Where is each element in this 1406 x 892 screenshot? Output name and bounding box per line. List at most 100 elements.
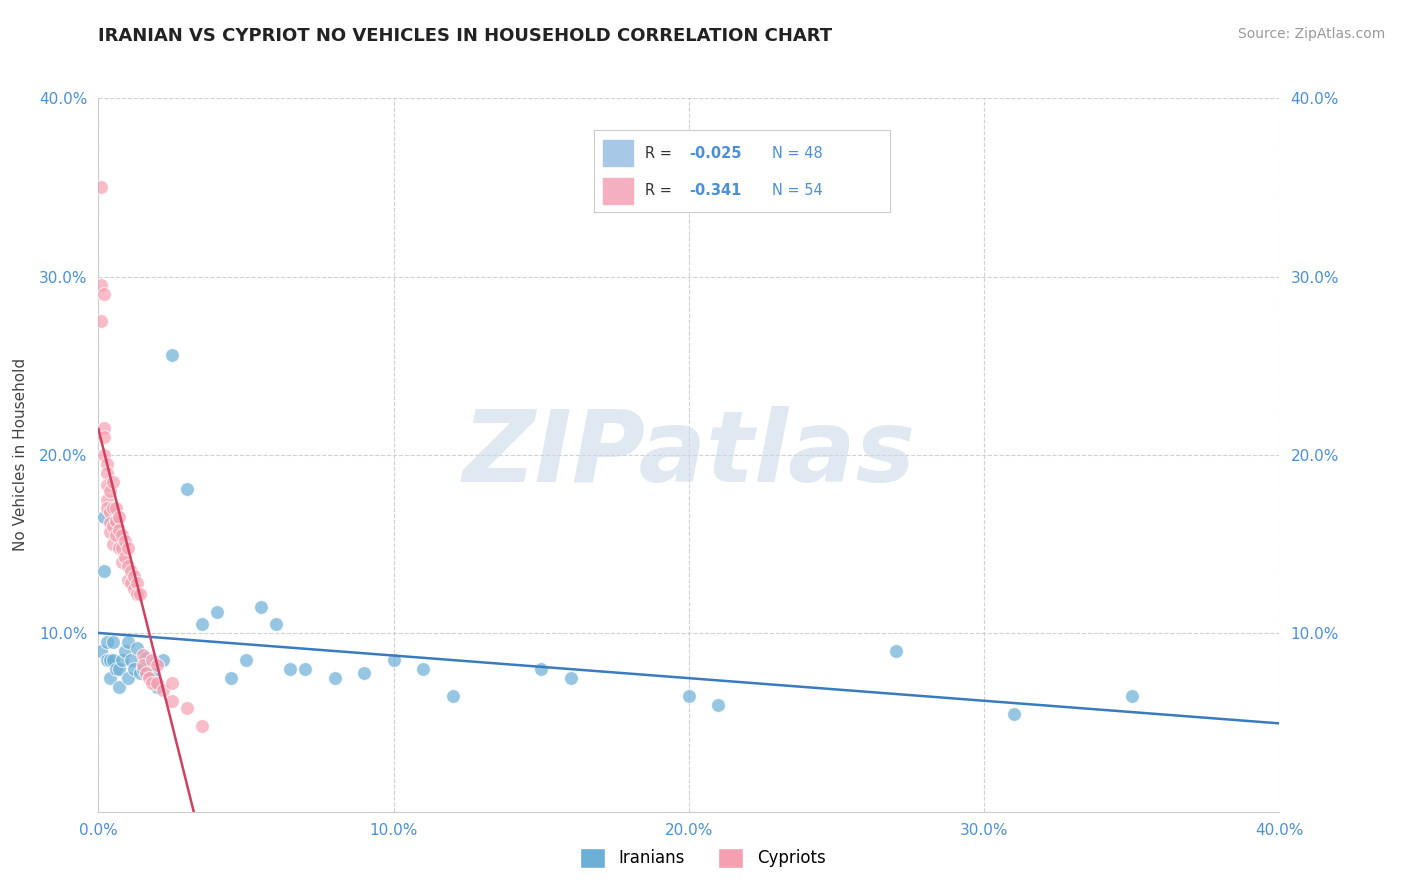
Text: R =: R = bbox=[644, 145, 676, 161]
Legend: Iranians, Cypriots: Iranians, Cypriots bbox=[574, 841, 832, 875]
Point bbox=[96, 501, 118, 516]
Point bbox=[678, 689, 700, 703]
Point bbox=[219, 671, 242, 685]
Point bbox=[162, 348, 183, 362]
Text: Source: ZipAtlas.com: Source: ZipAtlas.com bbox=[1237, 27, 1385, 41]
Point bbox=[114, 549, 136, 564]
Point bbox=[264, 617, 287, 632]
Point bbox=[128, 665, 150, 680]
Point bbox=[382, 653, 405, 667]
Point bbox=[191, 617, 214, 632]
Point bbox=[111, 528, 134, 542]
Point bbox=[353, 665, 375, 680]
Point bbox=[98, 671, 121, 685]
Point bbox=[884, 644, 907, 658]
Point bbox=[125, 576, 148, 591]
Point bbox=[93, 430, 115, 444]
Point bbox=[176, 701, 198, 715]
Point bbox=[250, 599, 273, 614]
Point bbox=[105, 514, 128, 528]
Point bbox=[98, 653, 121, 667]
Text: R =: R = bbox=[644, 184, 676, 198]
Point bbox=[96, 457, 118, 471]
Point bbox=[96, 653, 118, 667]
Point bbox=[105, 528, 128, 542]
Point bbox=[146, 680, 169, 694]
Point bbox=[122, 569, 145, 583]
Point bbox=[323, 671, 346, 685]
Point bbox=[235, 653, 257, 667]
Point bbox=[103, 635, 125, 649]
Point bbox=[135, 665, 157, 680]
Y-axis label: No Vehicles in Household: No Vehicles in Household bbox=[13, 359, 28, 551]
Point bbox=[278, 662, 302, 676]
Point bbox=[141, 665, 163, 680]
Point bbox=[98, 483, 121, 498]
Point bbox=[98, 524, 121, 539]
Point bbox=[560, 671, 582, 685]
Point bbox=[412, 662, 434, 676]
Point bbox=[117, 573, 139, 587]
Point bbox=[111, 555, 134, 569]
Point bbox=[108, 680, 131, 694]
Point bbox=[93, 564, 115, 578]
Point bbox=[108, 662, 131, 676]
Point bbox=[191, 719, 214, 733]
Text: -0.025: -0.025 bbox=[689, 145, 741, 161]
Point bbox=[103, 519, 125, 533]
Point bbox=[96, 478, 118, 492]
Point bbox=[132, 648, 155, 662]
Point bbox=[96, 466, 118, 480]
Point bbox=[120, 653, 142, 667]
Point bbox=[108, 523, 131, 537]
Point bbox=[103, 537, 125, 551]
Point bbox=[146, 658, 169, 673]
Point bbox=[294, 662, 316, 676]
Point bbox=[98, 516, 121, 530]
Text: IRANIAN VS CYPRIOT NO VEHICLES IN HOUSEHOLD CORRELATION CHART: IRANIAN VS CYPRIOT NO VEHICLES IN HOUSEH… bbox=[98, 27, 832, 45]
Point bbox=[122, 662, 145, 676]
Point bbox=[120, 564, 142, 578]
Point bbox=[108, 541, 131, 555]
Point bbox=[707, 698, 730, 712]
Point bbox=[98, 505, 121, 519]
Point bbox=[125, 587, 148, 601]
Point bbox=[105, 662, 128, 676]
Point bbox=[103, 653, 125, 667]
Point bbox=[162, 694, 183, 708]
Point bbox=[93, 510, 115, 524]
Point bbox=[122, 582, 145, 596]
Point bbox=[117, 558, 139, 573]
Point bbox=[1121, 689, 1143, 703]
Point bbox=[96, 635, 118, 649]
Point bbox=[117, 635, 139, 649]
Point bbox=[90, 180, 112, 194]
Point bbox=[146, 676, 169, 690]
Point bbox=[1002, 706, 1025, 721]
Point bbox=[152, 653, 174, 667]
Point bbox=[111, 541, 134, 555]
Point bbox=[90, 314, 112, 328]
Point bbox=[141, 676, 163, 690]
Point bbox=[132, 658, 155, 673]
Point bbox=[141, 653, 163, 667]
Point bbox=[111, 653, 134, 667]
Bar bbox=[603, 178, 633, 204]
Point bbox=[103, 475, 125, 489]
Point bbox=[162, 676, 183, 690]
Point bbox=[108, 510, 131, 524]
Point bbox=[128, 587, 150, 601]
Point bbox=[114, 533, 136, 548]
Point bbox=[114, 644, 136, 658]
Bar bbox=[603, 140, 633, 166]
Text: -0.341: -0.341 bbox=[689, 184, 741, 198]
Point bbox=[441, 689, 464, 703]
Point bbox=[96, 492, 118, 507]
Text: N = 48: N = 48 bbox=[772, 145, 823, 161]
Point bbox=[138, 671, 160, 685]
Point bbox=[103, 501, 125, 516]
Point bbox=[93, 421, 115, 435]
Point bbox=[90, 644, 112, 658]
Point bbox=[117, 671, 139, 685]
Point bbox=[205, 605, 228, 619]
